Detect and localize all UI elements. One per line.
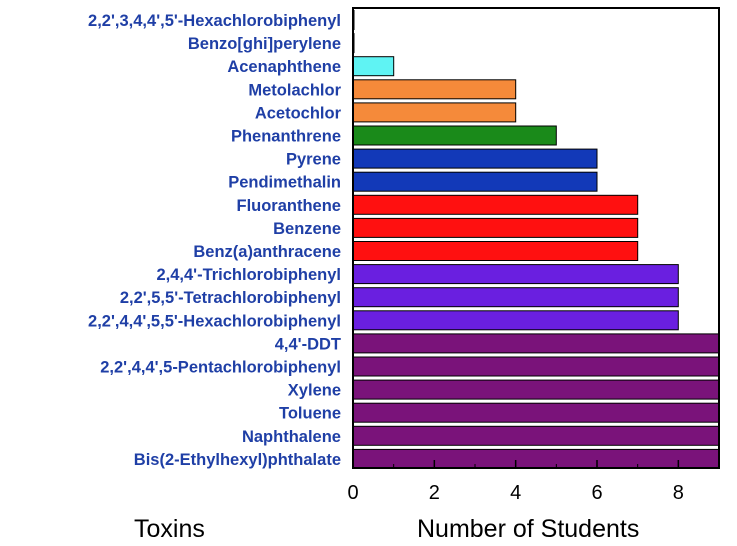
category-label: 2,2',5,5'-Tetrachlorobiphenyl bbox=[120, 289, 341, 307]
bar bbox=[352, 56, 395, 77]
category-label: 2,2',4,4',5,5'-Hexachlorobiphenyl bbox=[88, 312, 341, 330]
category-label: Bis(2-Ethylhexyl)phthalate bbox=[134, 451, 341, 469]
category-label: Acetochlor bbox=[255, 104, 342, 122]
bar bbox=[352, 171, 598, 192]
bar bbox=[352, 402, 720, 423]
category-label: 2,2',4,4',5-Pentachlorobiphenyl bbox=[100, 359, 341, 377]
bar bbox=[352, 333, 720, 354]
bar bbox=[352, 448, 720, 469]
category-label: Benzo[ghi]perylene bbox=[188, 35, 341, 53]
bar bbox=[352, 241, 639, 261]
bar bbox=[352, 194, 639, 215]
category-label: Xylene bbox=[288, 382, 341, 400]
bar bbox=[352, 310, 679, 331]
bar bbox=[352, 125, 557, 146]
bar bbox=[352, 425, 720, 446]
category-label: Metolachlor bbox=[248, 81, 341, 99]
category-label: Phenanthrene bbox=[231, 128, 341, 146]
x-tick-label: 6 bbox=[591, 482, 602, 504]
x-axis-ticks: 0 2 4 6 8 bbox=[347, 460, 684, 504]
bars-group bbox=[352, 10, 720, 469]
category-label: Acenaphthene bbox=[227, 58, 341, 76]
x-tick-label: 0 bbox=[347, 482, 358, 504]
y-axis-title: Toxins bbox=[134, 515, 205, 543]
bar bbox=[352, 217, 639, 238]
bar bbox=[352, 379, 720, 400]
x-tick-label: 8 bbox=[673, 482, 684, 504]
x-tick-label: 4 bbox=[510, 482, 521, 504]
category-label: Naphthalene bbox=[242, 428, 341, 446]
bar bbox=[352, 79, 517, 100]
category-label: Pendimethalin bbox=[228, 174, 341, 192]
category-label: 2,2',3,4,4',5'-Hexachlorobiphenyl bbox=[88, 12, 341, 30]
category-label: Benz(a)anthracene bbox=[193, 243, 341, 261]
category-label: Toluene bbox=[279, 405, 341, 423]
category-label: Benzene bbox=[273, 220, 341, 238]
bar bbox=[352, 264, 679, 285]
category-label: Pyrene bbox=[286, 151, 341, 169]
x-axis-title: Number of Students bbox=[417, 515, 639, 543]
category-labels: 2,2',3,4,4',5'-Hexachlorobiphenyl Benzo[g… bbox=[88, 12, 342, 469]
plot-frame bbox=[352, 7, 720, 469]
category-label: 2,4,4'-Trichlorobiphenyl bbox=[156, 266, 341, 284]
bar bbox=[352, 102, 517, 123]
bar bbox=[352, 148, 598, 169]
category-label: Fluoranthene bbox=[236, 197, 341, 215]
bar bbox=[352, 287, 679, 308]
x-tick-label: 2 bbox=[429, 482, 440, 504]
bar bbox=[352, 356, 720, 377]
category-label: 4,4'-DDT bbox=[275, 335, 341, 353]
